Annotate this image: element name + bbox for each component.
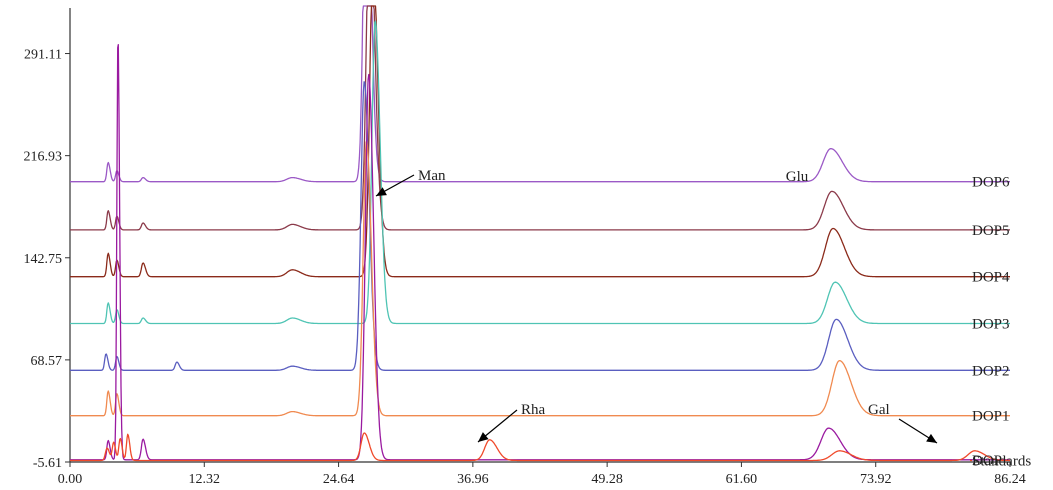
series-label-dop4: DOP4 bbox=[972, 270, 1010, 286]
y-tick-label: 216.93 bbox=[24, 150, 63, 165]
x-tick-label: 61.60 bbox=[726, 472, 758, 487]
series-label-dop2: DOP2 bbox=[972, 363, 1010, 379]
x-tick-label: 12.32 bbox=[189, 472, 221, 487]
y-tick-label: 68.57 bbox=[31, 354, 63, 369]
x-tick-label: 24.64 bbox=[323, 472, 355, 487]
x-tick-label: 86.24 bbox=[994, 472, 1026, 487]
trace-dop5 bbox=[70, 5, 1010, 231]
x-tick-label: 49.28 bbox=[591, 472, 623, 487]
series-traces bbox=[70, 5, 1010, 462]
arrow-head bbox=[478, 432, 489, 442]
arrow-head bbox=[926, 433, 937, 443]
y-axis: -5.61 68.57 142.75 216.93 291.11 bbox=[24, 8, 71, 471]
annotation-rha: Rha bbox=[521, 402, 546, 418]
trace-standards bbox=[70, 432, 1010, 462]
x-tick-label: 0.00 bbox=[58, 472, 83, 487]
x-tick-label: 36.96 bbox=[457, 472, 489, 487]
series-label-dop1: DOP1 bbox=[972, 409, 1010, 425]
annotation-glu: Glu bbox=[786, 169, 809, 185]
x-tick-label: 73.92 bbox=[860, 472, 892, 487]
peak-annotations: Man Glu Rha Gal bbox=[375, 168, 938, 444]
trace-dop3 bbox=[70, 20, 1010, 325]
trace-dop4 bbox=[70, 5, 1010, 278]
series-label-standards: Standards bbox=[972, 453, 1031, 469]
annotation-man: Man bbox=[418, 168, 446, 184]
y-tick-label: -5.61 bbox=[33, 456, 62, 471]
trace-dop1 bbox=[70, 140, 1010, 417]
y-tick-label: 142.75 bbox=[24, 252, 63, 267]
annotation-gal: Gal bbox=[868, 402, 890, 418]
x-axis: 0.00 12.32 24.64 36.96 49.28 61.60 73.92 86.24 bbox=[58, 461, 1026, 487]
series-label-dop5: DOP5 bbox=[972, 223, 1010, 239]
y-tick-label: 291.11 bbox=[24, 48, 62, 63]
series-label-dop3: DOP3 bbox=[972, 317, 1010, 333]
arrow-head bbox=[376, 187, 387, 196]
series-label-dop6: DOP6 bbox=[972, 175, 1010, 191]
trace-dop bbox=[70, 43, 1010, 461]
trace-dop6 bbox=[70, 5, 1010, 183]
series-label-dop: DOP bbox=[972, 453, 1002, 469]
trace-dop2 bbox=[70, 81, 1010, 371]
